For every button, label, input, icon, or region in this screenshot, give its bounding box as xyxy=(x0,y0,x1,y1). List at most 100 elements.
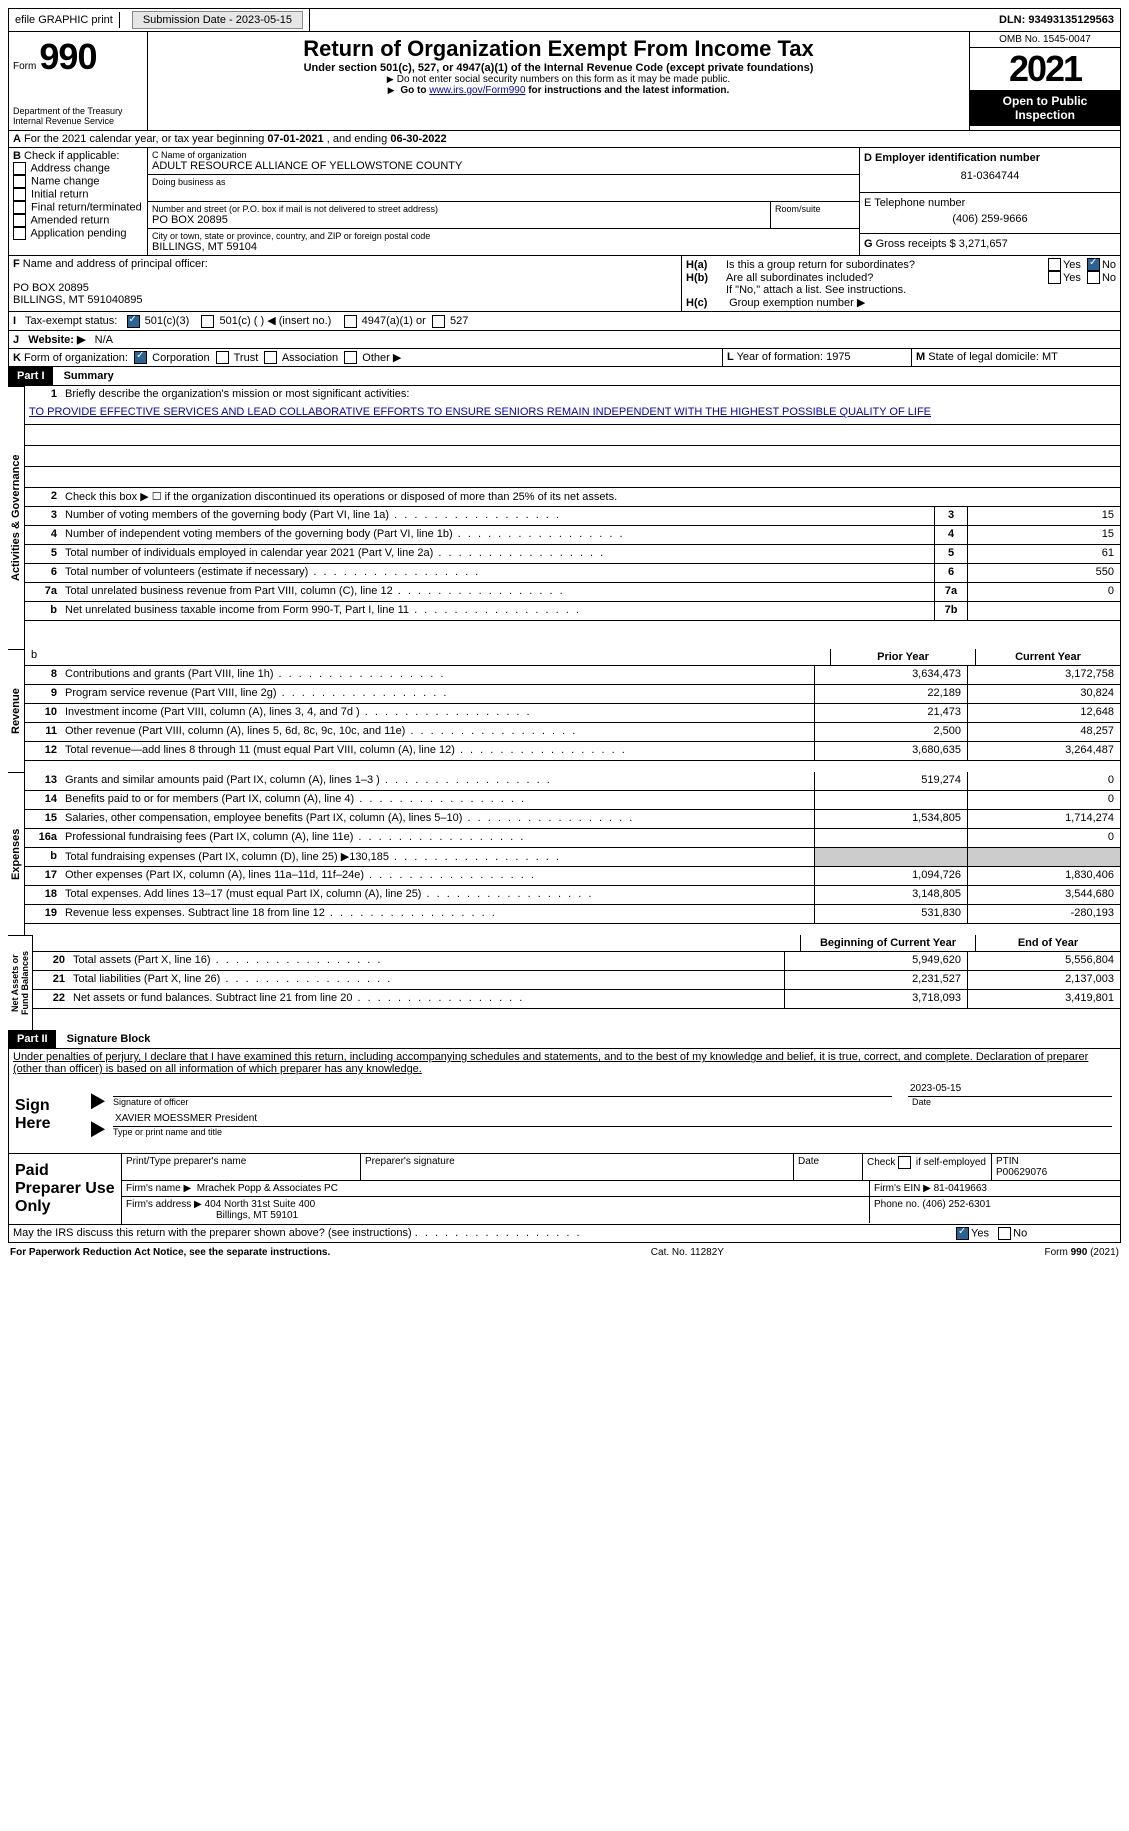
box-b-item: Application pending xyxy=(13,227,143,240)
table-row: 11Other revenue (Part VIII, column (A), … xyxy=(25,723,1120,742)
org-name-label: C Name of organization xyxy=(152,150,855,160)
table-row: 21Total liabilities (Part X, line 26)2,2… xyxy=(33,971,1120,990)
box-b-checkbox[interactable] xyxy=(13,162,26,175)
city-value: BILLINGS, MT 59104 xyxy=(152,241,855,253)
begin-year-header: Beginning of Current Year xyxy=(800,935,975,951)
state-domicile: MT xyxy=(1042,351,1058,363)
527-checkbox[interactable] xyxy=(432,315,445,328)
table-row: 12Total revenue—add lines 8 through 11 (… xyxy=(25,742,1120,761)
exp-side-label: Expenses xyxy=(8,772,25,935)
box-b-checkbox[interactable] xyxy=(13,175,26,188)
gov-row: 6Total number of volunteers (estimate if… xyxy=(25,564,1120,583)
table-row: 8Contributions and grants (Part VIII, li… xyxy=(25,666,1120,685)
header-right: OMB No. 1545-0047 2021 Open to Public In… xyxy=(969,32,1120,130)
ha-yes-checkbox[interactable] xyxy=(1048,258,1061,271)
efile-label: efile GRAPHIC print xyxy=(9,12,120,28)
net-assets-section: Net Assets or Fund Balances Beginning of… xyxy=(8,935,1121,1030)
topbar-spacer xyxy=(316,18,987,22)
box-b-item: Amended return xyxy=(13,214,143,227)
gov-row: 4Number of independent voting members of… xyxy=(25,526,1120,545)
box-b: B Check if applicable: Address change Na… xyxy=(9,148,148,255)
phone-value: (406) 259-9666 xyxy=(864,209,1116,229)
form-title: Return of Organization Exempt From Incom… xyxy=(156,36,961,62)
open-inspection: Open to Public Inspection xyxy=(970,90,1120,126)
may-discuss-row: May the IRS discuss this return with the… xyxy=(8,1225,1121,1243)
box-b-checkbox[interactable] xyxy=(13,227,26,240)
declaration-text: Under penalties of perjury, I declare th… xyxy=(8,1049,1121,1077)
gov-row: 7aTotal unrelated business revenue from … xyxy=(25,583,1120,602)
ptin-value: P00629076 xyxy=(996,1167,1047,1178)
governance-section: Activities & Governance 1 Briefly descri… xyxy=(8,386,1121,649)
box-b-item: Final return/terminated xyxy=(13,201,143,214)
form990-link[interactable]: www.irs.gov/Form990 xyxy=(429,85,525,96)
gov-row: 3Number of voting members of the governi… xyxy=(25,507,1120,526)
box-h: H(a) Is this a group return for subordin… xyxy=(682,256,1120,311)
501c3-checkbox[interactable] xyxy=(127,315,140,328)
prior-year-header: Prior Year xyxy=(830,649,975,665)
paid-preparer-block: Paid Preparer Use Only Print/Type prepar… xyxy=(8,1154,1121,1225)
box-b-checkbox[interactable] xyxy=(13,214,26,227)
firm-ein: 81-0419663 xyxy=(934,1183,987,1194)
other-checkbox[interactable] xyxy=(344,351,357,364)
box-b-checkbox[interactable] xyxy=(13,188,26,201)
box-deg: D Employer identification number 81-0364… xyxy=(860,148,1120,255)
assoc-checkbox[interactable] xyxy=(264,351,277,364)
city-label: City or town, state or province, country… xyxy=(152,231,855,241)
paid-preparer-label: Paid Preparer Use Only xyxy=(9,1154,122,1224)
room-label: Room/suite xyxy=(775,204,855,214)
expenses-section: Expenses 13Grants and similar amounts pa… xyxy=(8,772,1121,935)
self-employed-checkbox[interactable] xyxy=(898,1156,911,1169)
footer-right: Form 990 (2021) xyxy=(1045,1247,1119,1258)
form-number: 990 xyxy=(39,36,96,77)
end-year-header: End of Year xyxy=(975,935,1120,951)
4947-checkbox[interactable] xyxy=(344,315,357,328)
table-row: 19Revenue less expenses. Subtract line 1… xyxy=(25,905,1120,924)
box-c: C Name of organization ADULT RESOURCE AL… xyxy=(148,148,860,255)
form-note1: Do not enter social security numbers on … xyxy=(156,74,961,85)
sig-arrow-icon xyxy=(91,1093,105,1109)
ha-no-checkbox[interactable] xyxy=(1087,258,1100,271)
omb-number: OMB No. 1545-0047 xyxy=(970,32,1120,48)
form-header: Form 990 Department of the Treasury Inte… xyxy=(8,32,1121,131)
firm-address-2: Billings, MT 59101 xyxy=(126,1210,298,1221)
officer-signature[interactable] xyxy=(113,1081,892,1097)
block-bcdefg: B Check if applicable: Address change Na… xyxy=(8,148,1121,256)
phone-label: E Telephone number xyxy=(864,197,1116,209)
table-row: 15Salaries, other compensation, employee… xyxy=(25,810,1120,829)
tax-year: 2021 xyxy=(970,48,1120,90)
submission-button[interactable]: Submission Date - 2023-05-15 xyxy=(132,11,303,29)
trust-checkbox[interactable] xyxy=(216,351,229,364)
footer-mid: Cat. No. 11282Y xyxy=(651,1247,724,1258)
form-note2: Go to www.irs.gov/Form990 for instructio… xyxy=(156,85,961,96)
dba-label: Doing business as xyxy=(152,177,855,187)
box-b-item: Initial return xyxy=(13,188,143,201)
discuss-no-checkbox[interactable] xyxy=(998,1227,1011,1240)
box-b-item: Address change xyxy=(13,162,143,175)
box-f: F Name and address of principal officer:… xyxy=(9,256,682,311)
revenue-section: Revenue b Prior Year Current Year 8Contr… xyxy=(8,649,1121,772)
hb-yes-checkbox[interactable] xyxy=(1048,271,1061,284)
gov-row: 5Total number of individuals employed in… xyxy=(25,545,1120,564)
net-side-label: Net Assets or Fund Balances xyxy=(8,935,33,1030)
gov-row: 2Check this box ▶ ☐ if the organization … xyxy=(25,488,1120,507)
firm-name: Mrachek Popp & Associates PC xyxy=(197,1183,338,1194)
line-i: I Tax-exempt status: 501(c)(3) 501(c) ( … xyxy=(8,312,1121,331)
box-b-checkbox[interactable] xyxy=(13,201,26,214)
ein-value: 81-0364744 xyxy=(864,164,1116,188)
discuss-yes-checkbox[interactable] xyxy=(956,1227,969,1240)
footer: For Paperwork Reduction Act Notice, see … xyxy=(8,1243,1121,1262)
table-row: bTotal fundraising expenses (Part IX, co… xyxy=(25,848,1120,867)
gross-receipts: 3,271,657 xyxy=(959,238,1008,250)
officer-name: XAVIER MOESSMER President xyxy=(113,1111,1112,1127)
ein-label: D Employer identification number xyxy=(864,152,1116,164)
501c-checkbox[interactable] xyxy=(201,315,214,328)
header-center: Return of Organization Exempt From Incom… xyxy=(148,32,969,130)
efile-bar: efile GRAPHIC print Submission Date - 20… xyxy=(8,8,1121,32)
current-year-header: Current Year xyxy=(975,649,1120,665)
table-row: 9Program service revenue (Part VIII, lin… xyxy=(25,685,1120,704)
hb-no-checkbox[interactable] xyxy=(1087,271,1100,284)
street-address: PO BOX 20895 xyxy=(152,214,766,226)
mission-text: TO PROVIDE EFFECTIVE SERVICES AND LEAD C… xyxy=(25,404,1120,425)
corp-checkbox[interactable] xyxy=(134,351,147,364)
line-j: J Website: ▶ N/A xyxy=(8,331,1121,349)
